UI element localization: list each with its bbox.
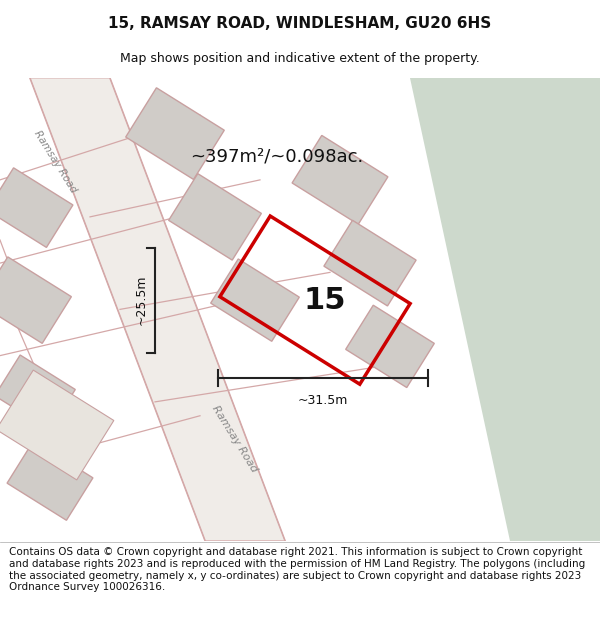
Text: ~25.5m: ~25.5m xyxy=(134,275,148,326)
Polygon shape xyxy=(169,174,262,260)
Text: Map shows position and indicative extent of the property.: Map shows position and indicative extent… xyxy=(120,52,480,65)
Text: Ramsay Road: Ramsay Road xyxy=(211,404,260,474)
Text: ~397m²/~0.098ac.: ~397m²/~0.098ac. xyxy=(190,148,363,166)
Polygon shape xyxy=(30,78,285,541)
Polygon shape xyxy=(292,136,388,224)
Polygon shape xyxy=(0,257,71,343)
Polygon shape xyxy=(346,305,434,388)
Polygon shape xyxy=(410,78,600,541)
Polygon shape xyxy=(211,259,299,341)
Text: Contains OS data © Crown copyright and database right 2021. This information is : Contains OS data © Crown copyright and d… xyxy=(9,548,585,592)
Polygon shape xyxy=(0,370,114,480)
Text: 15, RAMSAY ROAD, WINDLESHAM, GU20 6HS: 15, RAMSAY ROAD, WINDLESHAM, GU20 6HS xyxy=(109,16,491,31)
Polygon shape xyxy=(0,355,75,430)
Polygon shape xyxy=(126,88,224,179)
Text: 15: 15 xyxy=(304,286,346,314)
Polygon shape xyxy=(324,220,416,306)
Polygon shape xyxy=(7,441,93,520)
Text: ~31.5m: ~31.5m xyxy=(298,394,347,407)
Polygon shape xyxy=(0,168,73,248)
Text: Ramsay Road: Ramsay Road xyxy=(32,128,78,194)
